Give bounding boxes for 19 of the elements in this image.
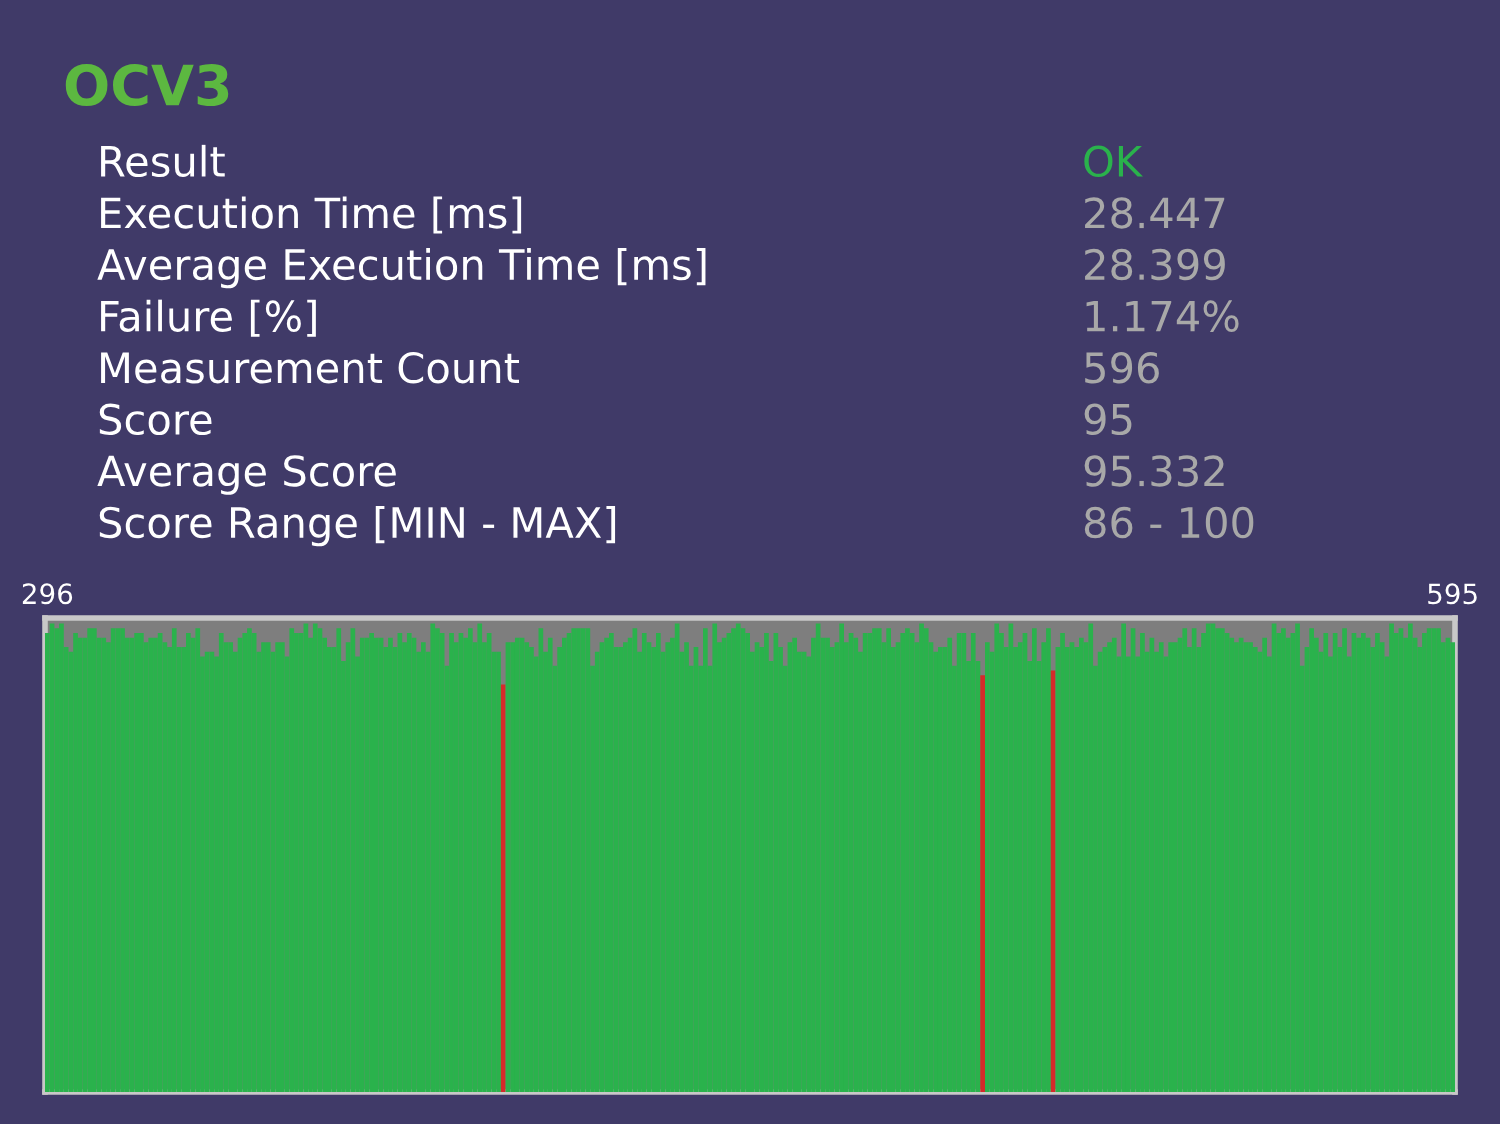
text: Average Execution Time [ms] — [97, 248, 706, 289]
x-tick-label: 595 — [1428, 583, 1477, 605]
text: Average Score — [97, 455, 396, 495]
text: Score — [99, 403, 212, 436]
text: 1.174% — [1086, 300, 1239, 332]
text: Score Range [MIN - MAX] — [99, 506, 616, 547]
text: OK — [1084, 145, 1143, 178]
text: Failure [%] — [101, 299, 316, 337]
text: Measurement Count — [101, 351, 520, 384]
text: OCV3 — [65, 64, 229, 107]
text: 28.447 — [1085, 197, 1225, 229]
x-tick-label: 296 — [22, 583, 73, 605]
text: 95.332 — [1084, 455, 1224, 487]
text: 28.399 — [1085, 248, 1225, 281]
text: 95 — [1084, 403, 1132, 436]
text: 596 — [1085, 351, 1159, 384]
text: Result — [101, 144, 225, 178]
text: 86 - 100 — [1084, 506, 1254, 539]
text: Execution Time [ms] — [101, 196, 522, 234]
